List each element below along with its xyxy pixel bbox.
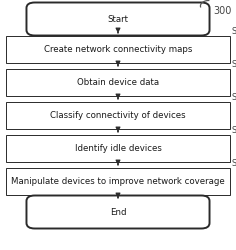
Text: Identify idle devices: Identify idle devices: [75, 144, 161, 153]
Text: S310: S310: [232, 26, 236, 36]
FancyBboxPatch shape: [6, 36, 230, 63]
Text: End: End: [110, 208, 126, 216]
FancyBboxPatch shape: [6, 168, 230, 195]
Text: S340: S340: [232, 126, 236, 134]
Text: S350: S350: [232, 158, 236, 168]
FancyBboxPatch shape: [6, 102, 230, 129]
FancyBboxPatch shape: [6, 135, 230, 162]
FancyBboxPatch shape: [26, 2, 210, 35]
Text: Manipulate devices to improve network coverage: Manipulate devices to improve network co…: [11, 177, 225, 186]
Text: Create network connectivity maps: Create network connectivity maps: [44, 45, 192, 54]
FancyBboxPatch shape: [26, 196, 210, 228]
Text: S330: S330: [232, 92, 236, 102]
Text: 300: 300: [213, 6, 232, 16]
FancyBboxPatch shape: [6, 69, 230, 96]
Text: Obtain device data: Obtain device data: [77, 78, 159, 87]
Text: S320: S320: [232, 60, 236, 68]
Text: Start: Start: [108, 14, 128, 24]
Text: Classify connectivity of devices: Classify connectivity of devices: [50, 111, 186, 120]
